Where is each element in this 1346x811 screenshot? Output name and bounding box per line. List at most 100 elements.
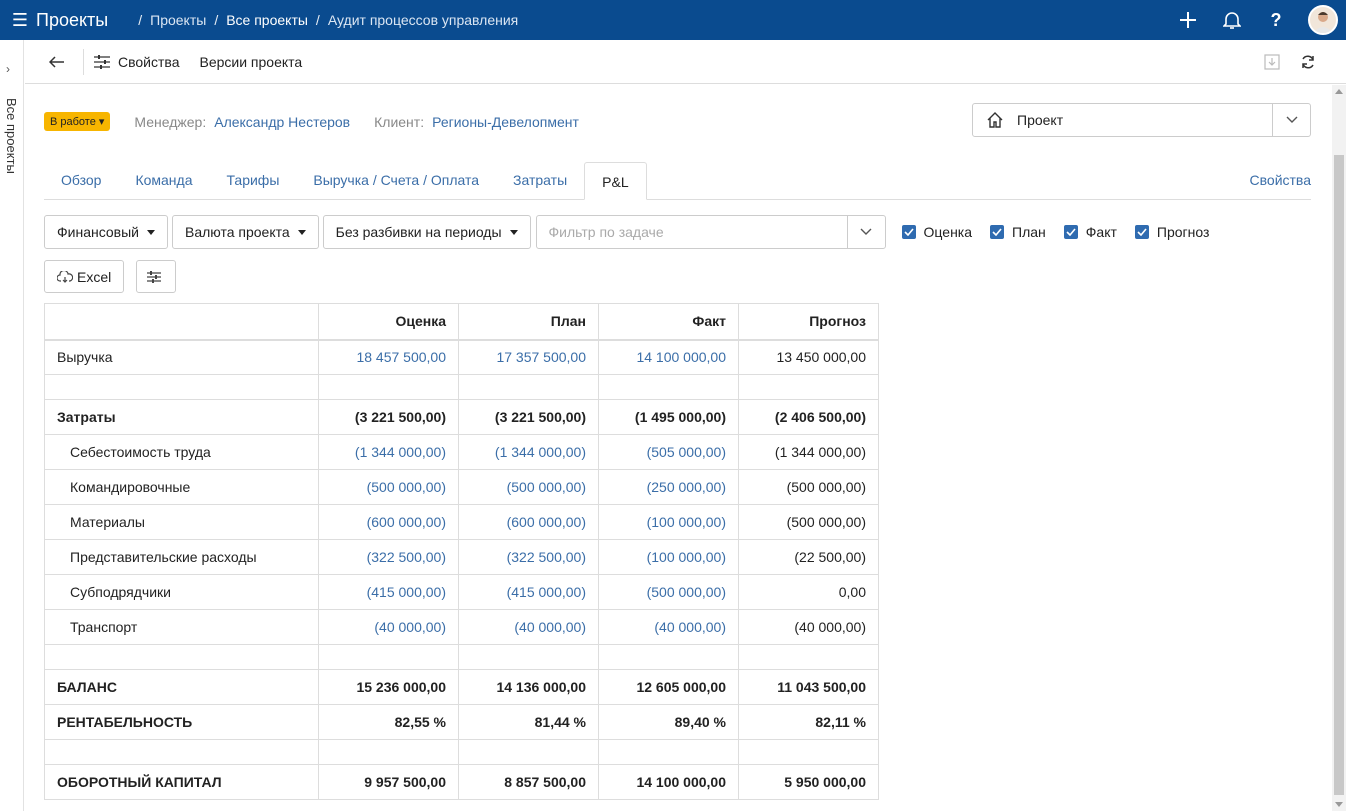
home-icon (973, 111, 1017, 129)
transport-fact-link[interactable]: (40 000,00) (598, 609, 739, 645)
subcontractors-fact-link[interactable]: (500 000,00) (598, 574, 739, 610)
spacer-row (44, 739, 879, 765)
entertainment-plan-link[interactable]: (322 500,00) (458, 539, 599, 575)
table-row: ОБОРОТНЫЙ КАПИТАЛ 9 957 500,00 8 857 500… (44, 764, 879, 800)
entertainment-fact-link[interactable]: (100 000,00) (598, 539, 739, 575)
app-title[interactable]: Проекты (36, 9, 109, 30)
check-fact[interactable]: Факт (1063, 224, 1117, 240)
labor-plan-link[interactable]: (1 344 000,00) (458, 434, 599, 470)
column-header-forecast: Прогноз (738, 303, 879, 341)
transport-estimate-link[interactable]: (40 000,00) (318, 609, 459, 645)
chevron-down-icon[interactable] (846, 216, 885, 248)
avatar[interactable] (1308, 5, 1338, 35)
cloud-download-icon (57, 270, 73, 283)
client-label: Клиент: (374, 113, 425, 130)
row-label-transport: Транспорт (44, 609, 319, 645)
manager-label: Менеджер: (134, 113, 207, 130)
action-bar: Excel (44, 260, 188, 293)
row-label-revenue: Выручка (44, 339, 319, 375)
project-toolbar: Свойства Версии проекта (25, 40, 1346, 84)
project-type-value: Проект (1017, 112, 1064, 128)
tab-costs[interactable]: Затраты (513, 172, 568, 188)
row-label-travel: Командировочные (44, 469, 319, 505)
breadcrumb-all-projects[interactable]: Все проекты (226, 12, 308, 28)
back-arrow-icon[interactable] (37, 55, 77, 68)
materials-estimate-link[interactable]: (600 000,00) (318, 504, 459, 540)
table-header-row: Оценка План Факт Прогноз (44, 303, 879, 341)
subcontractors-plan-link[interactable]: (415 000,00) (458, 574, 599, 610)
check-plan[interactable]: План (990, 224, 1046, 240)
client-link[interactable]: Регионы-Девелопмент (432, 113, 579, 130)
checkbox-checked-icon (1063, 225, 1078, 239)
table-row: РЕНТАБЕЛЬНОСТЬ 82,55 % 81,44 % 89,40 % 8… (44, 704, 879, 740)
transport-plan-link[interactable]: (40 000,00) (458, 609, 599, 645)
table-row: Выручка 18 457 500,00 17 357 500,00 14 1… (44, 339, 879, 375)
scroll-thumb[interactable] (1334, 155, 1344, 795)
help-icon[interactable]: ? (1270, 9, 1282, 30)
project-type-select[interactable]: Проект (972, 103, 1311, 137)
checkbox-checked-icon (1134, 225, 1149, 239)
check-estimate[interactable]: Оценка (901, 224, 972, 240)
scroll-up-icon[interactable] (1335, 89, 1343, 94)
bell-icon[interactable] (1210, 0, 1254, 40)
spacer-row (44, 374, 879, 400)
travel-estimate-link[interactable]: (500 000,00) (318, 469, 459, 505)
currency-dropdown[interactable]: Валюта проекта (171, 215, 319, 249)
labor-estimate-link[interactable]: (1 344 000,00) (318, 434, 459, 470)
row-label-materials: Материалы (44, 504, 319, 540)
revenue-plan-link[interactable]: 17 357 500,00 (458, 339, 599, 375)
tab-rates[interactable]: Тарифы (226, 172, 280, 188)
entertainment-estimate-link[interactable]: (322 500,00) (318, 539, 459, 575)
column-settings-button[interactable] (136, 260, 177, 293)
row-label-balance: БАЛАНС (44, 669, 319, 705)
refresh-icon[interactable] (1290, 54, 1326, 70)
project-tabs: Обзор Команда Тарифы Выручка / Счета / О… (44, 162, 1311, 200)
project-meta: В работе ▾ Менеджер: Александр Нестеров … (44, 112, 579, 131)
column-header-fact: Факт (598, 303, 739, 341)
revenue-estimate-link[interactable]: 18 457 500,00 (318, 339, 459, 375)
row-label-labor: Себестоимость труда (44, 434, 319, 470)
materials-fact-link[interactable]: (100 000,00) (598, 504, 739, 540)
breadcrumb: / Проекты / Все проекты / Аудит процессо… (138, 12, 519, 28)
versions-button[interactable]: Версии проекта (199, 53, 303, 70)
manager-link[interactable]: Александр Нестеров (214, 113, 351, 130)
row-label-subcontractors: Субподрядчики (44, 574, 319, 610)
download-icon[interactable] (1254, 53, 1290, 70)
main-content: В работе ▾ Менеджер: Александр Нестеров … (25, 85, 1332, 811)
revenue-fact-link[interactable]: 14 100 000,00 (598, 339, 739, 375)
tab-team[interactable]: Команда (135, 172, 193, 188)
breadcrumb-current-project: Аудит процессов управления (327, 12, 519, 28)
travel-plan-link[interactable]: (500 000,00) (458, 469, 599, 505)
tab-revenue[interactable]: Выручка / Счета / Оплата (313, 172, 480, 188)
excel-export-button[interactable]: Excel (44, 260, 125, 293)
menu-icon[interactable]: ☰ (11, 9, 29, 30)
task-filter-input[interactable] (536, 216, 847, 248)
subcontractors-estimate-link[interactable]: (415 000,00) (318, 574, 459, 610)
report-type-dropdown[interactable]: Финансовый (44, 215, 168, 249)
properties-button[interactable]: Свойства (94, 54, 179, 70)
breadcrumb-projects[interactable]: Проекты (150, 12, 207, 28)
expand-rail-icon[interactable]: › (6, 62, 10, 76)
materials-plan-link[interactable]: (600 000,00) (458, 504, 599, 540)
checkbox-checked-icon (990, 225, 1005, 239)
tab-properties-link[interactable]: Свойства (1249, 172, 1311, 188)
left-rail: › Все проекты (0, 40, 24, 811)
plus-icon[interactable] (1166, 0, 1210, 40)
rail-all-projects[interactable]: Все проекты (4, 98, 19, 174)
labor-fact-link[interactable]: (505 000,00) (598, 434, 739, 470)
spacer-row (44, 644, 879, 670)
tab-pl[interactable]: P&L (584, 162, 647, 200)
chevron-down-icon[interactable] (1272, 104, 1310, 136)
table-row: Себестоимость труда (1 344 000,00) (1 34… (44, 434, 879, 470)
table-row: Материалы (600 000,00) (600 000,00) (100… (44, 504, 879, 540)
check-forecast[interactable]: Прогноз (1134, 224, 1209, 240)
tab-overview[interactable]: Обзор (61, 172, 102, 188)
table-row: Командировочные (500 000,00) (500 000,00… (44, 469, 879, 505)
travel-fact-link[interactable]: (250 000,00) (598, 469, 739, 505)
period-dropdown[interactable]: Без разбивки на периоды (322, 215, 531, 249)
row-label-working-capital: ОБОРОТНЫЙ КАПИТАЛ (44, 764, 319, 800)
column-header-estimate: Оценка (318, 303, 459, 341)
scroll-down-icon[interactable] (1335, 802, 1343, 807)
vertical-scrollbar[interactable] (1332, 85, 1346, 811)
status-badge[interactable]: В работе ▾ (44, 112, 111, 131)
